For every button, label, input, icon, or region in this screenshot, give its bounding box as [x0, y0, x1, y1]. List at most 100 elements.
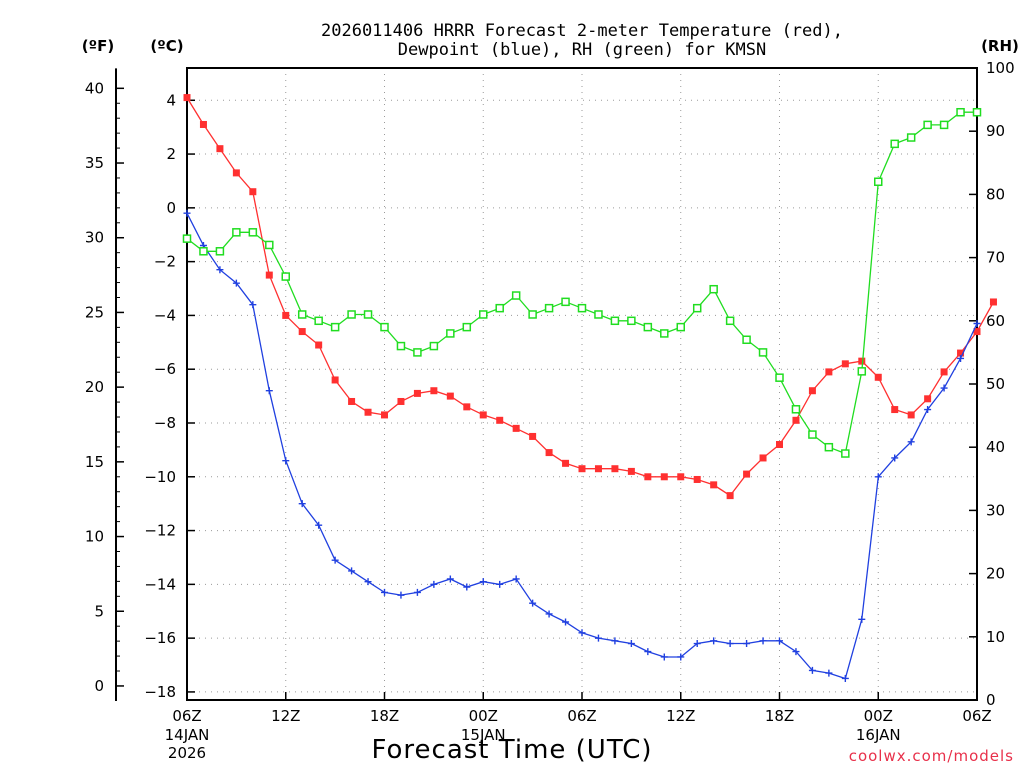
dewpoint-point-12 — [381, 588, 388, 596]
dewpoint-point-5 — [265, 387, 273, 395]
f-tick-label-6: 10 — [85, 528, 104, 546]
temp-point-46 — [940, 368, 948, 376]
dewpoint-point-22 — [545, 610, 553, 618]
axes — [115, 67, 978, 701]
f-tick-label-2: 30 — [85, 229, 104, 247]
dewpoint-point-13 — [397, 591, 405, 599]
rh-series — [182, 107, 982, 458]
c-tick-label-8: −12 — [144, 522, 176, 540]
rh-point-3 — [232, 228, 241, 237]
temp-point-29 — [660, 473, 668, 481]
c-tick-label-11: −18 — [144, 683, 176, 701]
fahrenheit-unit-label: (ºF) — [82, 37, 114, 55]
dewpoint-point-28 — [644, 648, 652, 656]
dewpoint-series — [183, 209, 981, 682]
temp-point-21 — [529, 432, 537, 440]
temp-point-2 — [216, 145, 224, 153]
dewpoint-point-8 — [315, 521, 323, 529]
dewpoint-point-38 — [808, 666, 816, 674]
temp-point-43 — [891, 406, 899, 414]
rh-point-2 — [215, 247, 225, 256]
rh-point-12 — [380, 322, 389, 332]
rh-tick-label-4: 40 — [986, 438, 1005, 456]
x-tick-date-0: 14JAN — [165, 726, 210, 744]
f-tick-label-5: 15 — [85, 453, 104, 471]
temp-point-38 — [808, 387, 816, 395]
dewpoint-point-30 — [677, 653, 685, 661]
temp-point-36 — [776, 441, 783, 449]
rh-point-26 — [610, 316, 620, 326]
rh-tick-label-1: 10 — [986, 628, 1005, 646]
temp-point-22 — [545, 449, 553, 457]
rh-point-37 — [791, 405, 801, 414]
temp-point-10 — [348, 397, 356, 405]
x-tick-label-2: 18Z — [370, 707, 399, 725]
f-tick-label-0: 40 — [85, 79, 104, 97]
temp-point-34 — [743, 470, 751, 478]
dewpoint-point-18 — [479, 578, 487, 586]
f-tick-label-3: 25 — [85, 303, 104, 321]
rh-point-17 — [462, 322, 472, 332]
temp-point-7 — [298, 328, 306, 336]
rh-point-9 — [330, 322, 340, 332]
rh-point-13 — [396, 341, 406, 351]
dewpoint-point-26 — [611, 637, 619, 645]
dewpoint-point-29 — [660, 653, 668, 661]
rh-point-20 — [511, 291, 521, 300]
c-tick-label-2: 0 — [166, 199, 176, 217]
dewpoint-point-16 — [446, 575, 454, 583]
c-tick-label-6: −8 — [154, 414, 176, 432]
temp-series — [183, 94, 997, 500]
dewpoint-point-32 — [710, 637, 718, 645]
dewpoint-point-14 — [413, 588, 421, 596]
celsius-unit-label: (ºC) — [150, 37, 183, 55]
temp-point-13 — [397, 397, 405, 405]
dewpoint-point-17 — [463, 583, 471, 591]
rh-point-24 — [577, 303, 587, 313]
rh-point-27 — [627, 316, 636, 326]
temp-point-31 — [693, 475, 701, 483]
temp-point-27 — [627, 467, 635, 475]
rh-tick-label-3: 30 — [986, 501, 1005, 519]
x-tick-label-5: 12Z — [666, 707, 695, 725]
dewpoint-point-3 — [232, 279, 240, 287]
rh-point-47 — [956, 107, 965, 117]
dewpoint-point-34 — [743, 640, 751, 648]
dewpoint-point-37 — [792, 648, 800, 656]
c-tick-label-5: −6 — [154, 360, 176, 378]
dewpoint-point-43 — [891, 454, 899, 462]
x-tick-year-0: 2026 — [168, 744, 206, 762]
rh-point-42 — [874, 177, 883, 187]
temp-point-17 — [463, 403, 471, 411]
dewpoint-point-45 — [924, 406, 932, 414]
temp-point-32 — [710, 481, 718, 489]
c-tick-label-4: −4 — [154, 306, 176, 324]
x-tick-label-3: 00Z — [469, 707, 498, 725]
temp-point-16 — [446, 392, 454, 400]
x-tick-date-3: 15JAN — [461, 726, 506, 744]
chart-title-line1: 2026011406 HRRR Forecast 2-meter Tempera… — [321, 21, 843, 41]
dewpoint-point-42 — [874, 473, 882, 481]
rh-point-46 — [939, 120, 949, 130]
rh-point-18 — [479, 310, 488, 319]
rh-point-19 — [495, 303, 504, 313]
temp-point-18 — [479, 411, 487, 419]
temp-point-1 — [199, 120, 207, 128]
temp-point-15 — [430, 387, 438, 395]
x-tick-label-4: 06Z — [567, 707, 596, 725]
dewpoint-point-15 — [430, 580, 438, 588]
dewpoint-point-36 — [776, 637, 783, 645]
temp-point-25 — [594, 465, 602, 473]
dewpoint-point-41 — [858, 615, 866, 623]
c-tick-label-3: −2 — [154, 253, 176, 271]
rh-point-35 — [758, 348, 768, 357]
temp-point-11 — [364, 408, 372, 416]
c-tick-label-10: −16 — [144, 629, 176, 647]
dewpoint-point-4 — [249, 301, 257, 309]
c-tick-label-0: 4 — [166, 91, 176, 109]
tick-labels: 4035302520151050420−2−4−6−8−10−12−14−16−… — [85, 59, 1015, 762]
temp-point-20 — [512, 424, 520, 432]
temp-point-4 — [249, 188, 257, 196]
dewpoint-point-23 — [562, 618, 570, 626]
